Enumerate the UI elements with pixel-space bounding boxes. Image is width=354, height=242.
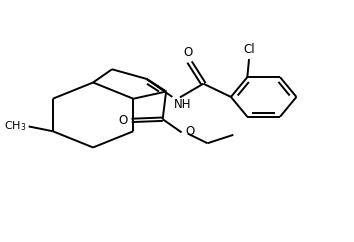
Text: CH$_3$: CH$_3$ <box>5 120 27 133</box>
Text: O: O <box>118 114 127 127</box>
Text: O: O <box>183 46 193 59</box>
Text: O: O <box>185 125 194 138</box>
Text: Cl: Cl <box>243 43 255 56</box>
Text: NH: NH <box>174 98 192 111</box>
